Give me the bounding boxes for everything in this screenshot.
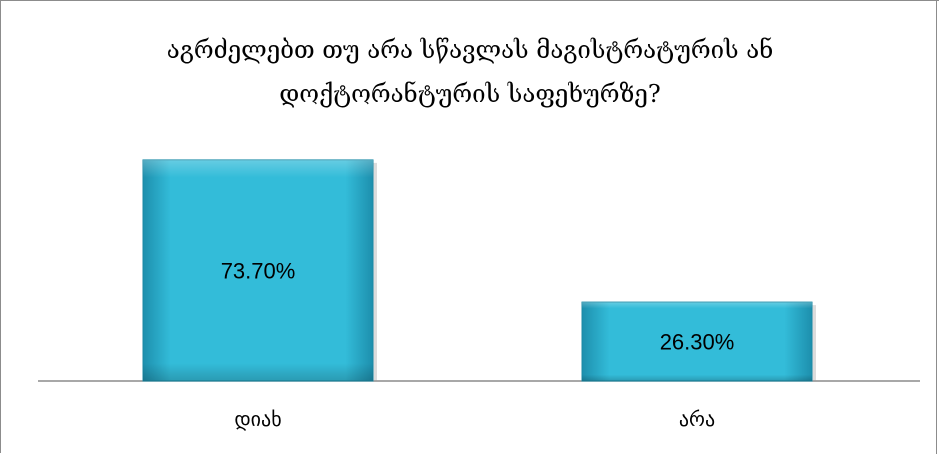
- chart-title-line-1: აგრძელებთ თუ არა სწავლას მაგისტრატურის ა…: [166, 36, 774, 64]
- data-label-1: 73.70%: [221, 258, 296, 283]
- bar-shade: [582, 302, 812, 381]
- chart-frame-right-edge: [936, 0, 937, 454]
- category-label-1: დიახ: [234, 407, 281, 431]
- data-label-2: 26.30%: [660, 330, 735, 355]
- chart-title-line-2: დოქტორანტურის საფეხურზე?: [279, 80, 661, 108]
- category-label-2: არა: [679, 407, 715, 431]
- bar-shade: [143, 159, 373, 381]
